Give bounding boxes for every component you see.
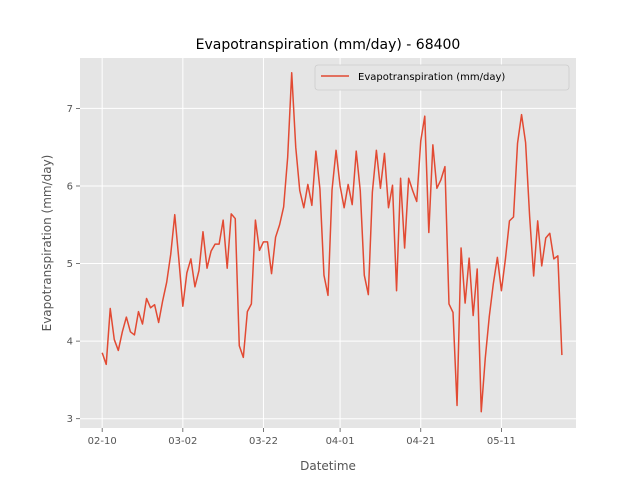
y-axis: 3 4 5 6 7 <box>67 104 80 425</box>
y-tick-label: 4 <box>67 337 73 348</box>
legend-label-evapotranspiration: Evapotranspiration (mm/day) <box>358 72 505 83</box>
x-tick-label: 05-11 <box>487 436 516 447</box>
x-axis: 02-10 03-02 03-22 04-01 04-21 05-11 <box>88 428 516 447</box>
series-line-evapotranspiration <box>101 71 563 413</box>
y-tick-label: 7 <box>67 104 73 115</box>
legend: Evapotranspiration (mm/day) <box>314 64 570 91</box>
chart-title: Evapotranspiration (mm/day) - 68400 <box>196 37 461 53</box>
series-layer <box>101 71 563 413</box>
y-axis-label: Evapotranspiration (mm/day) <box>40 155 54 332</box>
y-tick-label: 3 <box>67 414 73 425</box>
plot-area <box>80 58 576 428</box>
y-tick-label: 6 <box>67 181 73 192</box>
x-tick-label: 04-21 <box>406 436 435 447</box>
legend-box <box>314 64 570 91</box>
x-tick-label: 03-02 <box>168 436 197 447</box>
x-tick-label: 02-10 <box>88 436 117 447</box>
x-tick-label: 04-01 <box>326 436 355 447</box>
x-tick-label: 03-22 <box>249 436 278 447</box>
x-axis-label: Datetime <box>300 459 356 473</box>
y-tick-label: 5 <box>67 259 73 270</box>
